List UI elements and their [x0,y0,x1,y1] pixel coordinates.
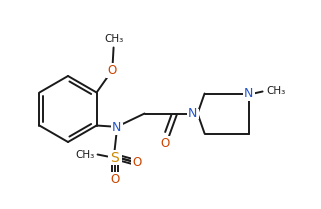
Bar [110,122,123,133]
Text: O: O [110,173,119,186]
Bar [132,158,142,167]
Text: N: N [244,87,253,100]
Text: CH₃: CH₃ [266,87,285,97]
Text: CH₃: CH₃ [75,149,94,159]
Text: S: S [110,150,119,164]
Text: N: N [188,107,197,120]
Text: CH₃: CH₃ [104,33,123,43]
Bar [159,135,170,145]
Bar [107,65,117,75]
Bar [187,108,199,119]
Text: O: O [160,137,169,150]
Bar [109,175,120,185]
Text: O: O [132,156,141,169]
Bar [243,88,255,98]
Text: O: O [107,64,116,77]
Text: N: N [112,121,121,134]
Bar [108,152,122,163]
